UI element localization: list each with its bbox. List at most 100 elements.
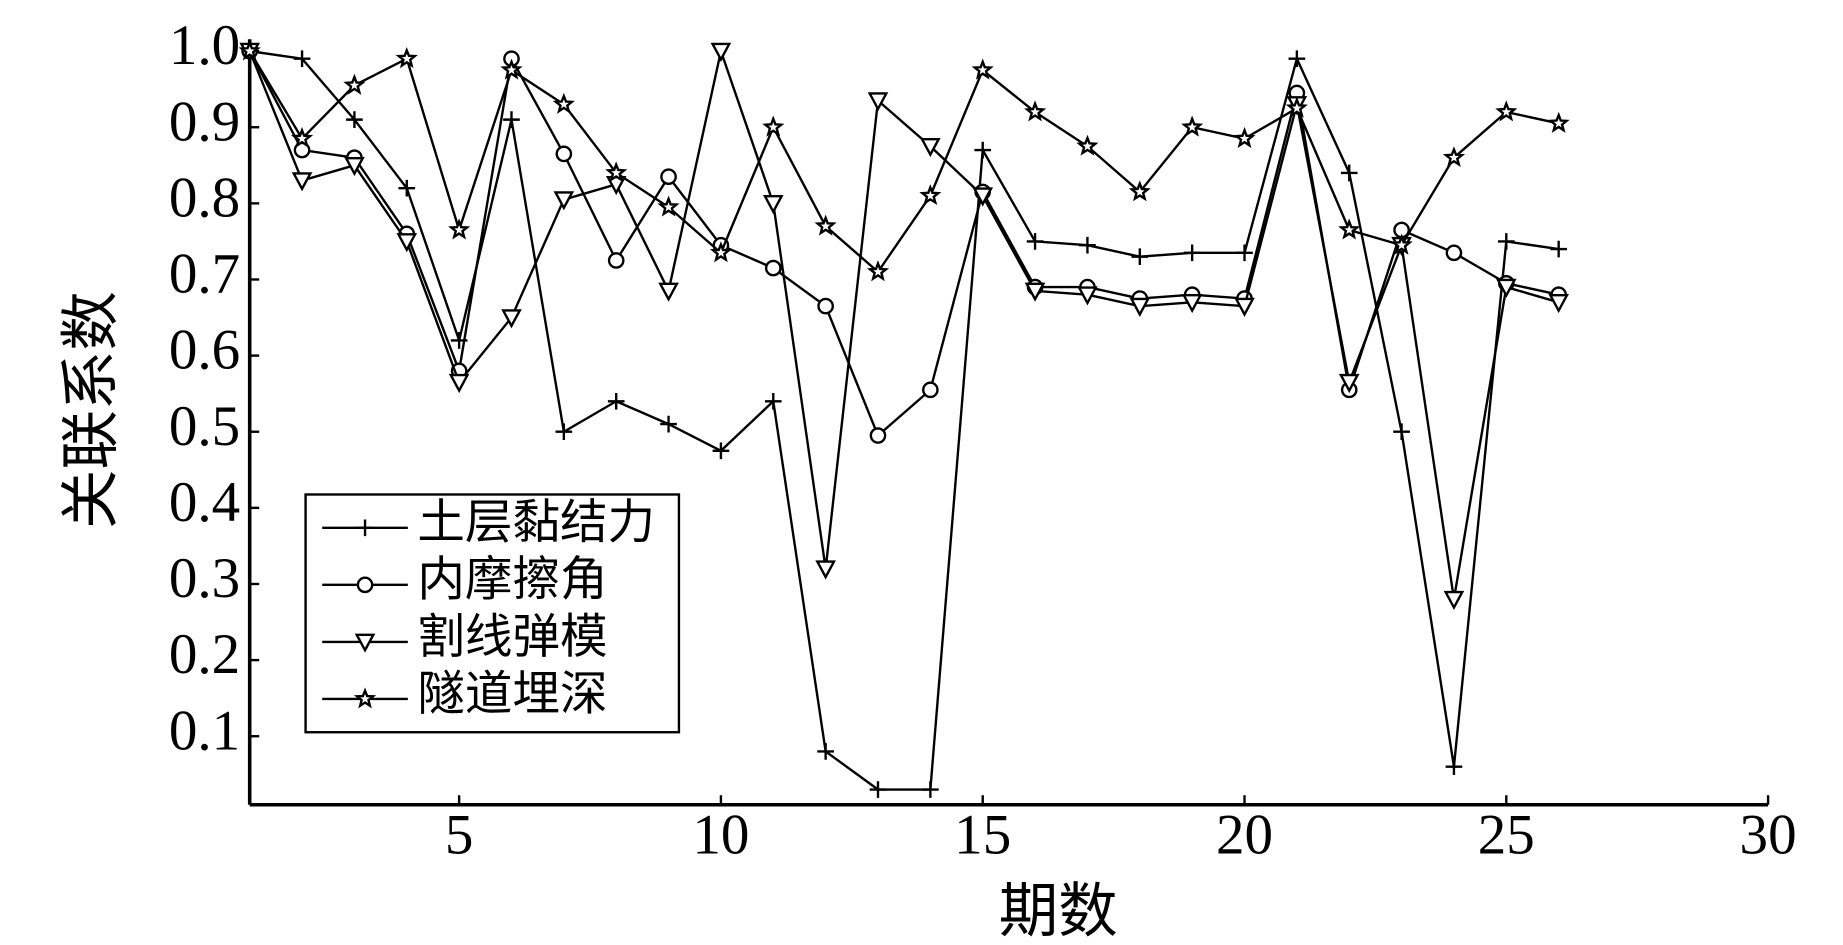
marker [919,184,942,206]
marker [1234,297,1255,317]
series [238,39,1570,282]
y-tick-label: 0.7 [169,243,240,306]
legend-label: 内摩擦角 [417,555,607,607]
marker [1024,100,1047,122]
x-tick-label: 20 [1216,803,1273,866]
marker [343,73,366,95]
marker [971,58,994,80]
marker [1445,244,1463,262]
marker [1079,236,1096,254]
marker [1181,115,1204,137]
marker [657,195,680,217]
series [241,42,1567,444]
marker [762,115,785,137]
y-tick-label: 0.3 [169,547,240,610]
marker [1548,293,1569,314]
y-tick-label: 0.2 [169,623,240,686]
marker [500,58,523,80]
marker [710,42,732,62]
marker [448,218,471,240]
marker [353,687,377,709]
marker [922,381,939,399]
marker [867,92,889,112]
marker [356,519,374,537]
marker [817,743,834,760]
marker [607,392,625,410]
marker [1390,233,1413,255]
marker [1026,233,1044,250]
series-line [249,49,1559,791]
legend-box [304,493,681,734]
marker [1393,423,1410,441]
marker [238,39,261,61]
marker [1288,50,1306,68]
marker [553,191,575,211]
marker [922,781,939,798]
marker [344,156,365,177]
marker [503,111,520,128]
marker [1131,248,1149,265]
marker [1547,111,1570,133]
marker [291,126,314,149]
marker [658,282,679,302]
x-tick-label: 5 [445,803,474,866]
x-tick-label: 10 [692,803,749,866]
y-tick-label: 0.1 [169,699,240,762]
marker [555,145,573,163]
series-line [248,46,1559,600]
marker [1077,286,1098,306]
marker [398,179,416,197]
marker [762,195,784,215]
marker [974,141,992,159]
marker [448,373,470,394]
marker [869,781,887,798]
marker [1495,100,1518,122]
marker [660,168,677,186]
marker [1338,218,1361,240]
legend-label: 土层黏结力 [417,498,655,550]
marker [1442,146,1466,168]
marker [764,259,782,277]
marker [869,427,887,444]
marker [814,214,837,236]
marker [552,92,575,114]
marker [1285,96,1308,118]
marker [972,187,994,207]
marker [555,423,573,441]
marker [1024,282,1046,302]
series [241,42,1567,798]
marker [356,576,374,594]
marker [1233,126,1256,149]
marker [1495,278,1517,298]
marker [1236,244,1253,262]
series [239,42,1569,611]
x-tick-label: 30 [1740,803,1797,866]
marker [866,260,890,282]
x-tick-label: 15 [954,803,1011,866]
y-tick-label: 0.6 [169,319,240,382]
marker [764,392,782,410]
marker [396,233,418,253]
marker [501,309,522,329]
legend-label: 隧道埋深 [417,669,607,721]
marker [712,442,730,460]
marker [395,47,418,69]
legend-label: 割线弹模 [417,612,607,664]
marker [346,111,363,128]
marker [354,633,376,653]
y-tick-label: 0.4 [169,471,240,534]
y-tick-label: 0.9 [169,90,240,153]
marker [709,241,733,263]
marker [817,297,834,315]
x-axis-label: 期数 [999,878,1118,944]
y-tick-label: 0.8 [169,166,240,229]
marker [1338,373,1360,394]
series-line [248,50,1559,274]
y-tick-label: 0.5 [169,395,240,458]
marker [1181,293,1203,314]
marker [815,560,836,580]
marker [1129,297,1151,317]
x-tick-label: 25 [1478,803,1535,866]
